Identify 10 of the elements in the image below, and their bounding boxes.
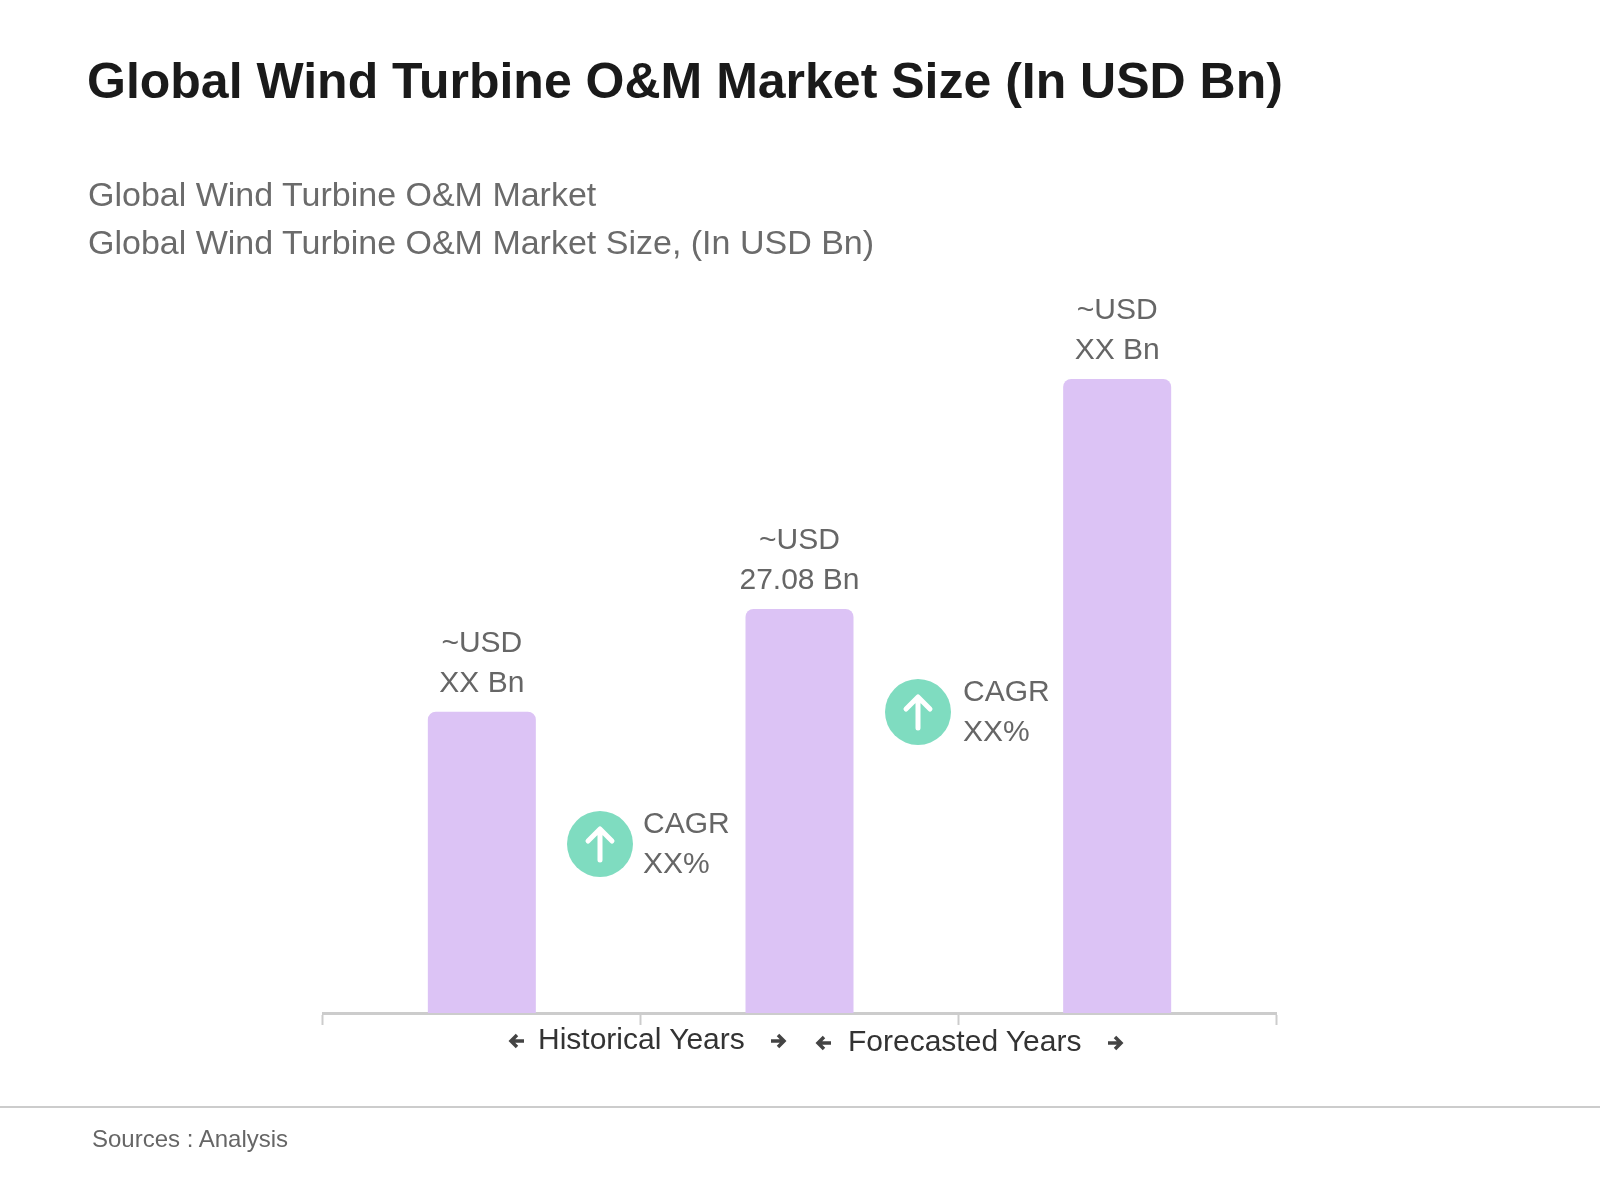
text: Forecasted Years bbox=[848, 1024, 1082, 1058]
chart-title: Global Wind Turbine O&M Market Size (In USD Bn) bbox=[87, 52, 1283, 110]
text: Historical Years bbox=[538, 1022, 745, 1056]
source-note: Sources : Analysis bbox=[92, 1125, 289, 1153]
annotation: CAGR XX% bbox=[643, 805, 730, 881]
annotation: CAGR XX% bbox=[963, 673, 1050, 749]
data-label: ~USD XX Bn bbox=[439, 624, 525, 698]
chart-subtitle: Global Wind Turbine O&M Market Global Wind Turbine O&M Market Size, (In USD Bn) bbox=[88, 174, 875, 263]
data-label: ~USD 27.08 Bn bbox=[739, 522, 860, 596]
data-label: ~USD XX Bn bbox=[1074, 292, 1160, 365]
